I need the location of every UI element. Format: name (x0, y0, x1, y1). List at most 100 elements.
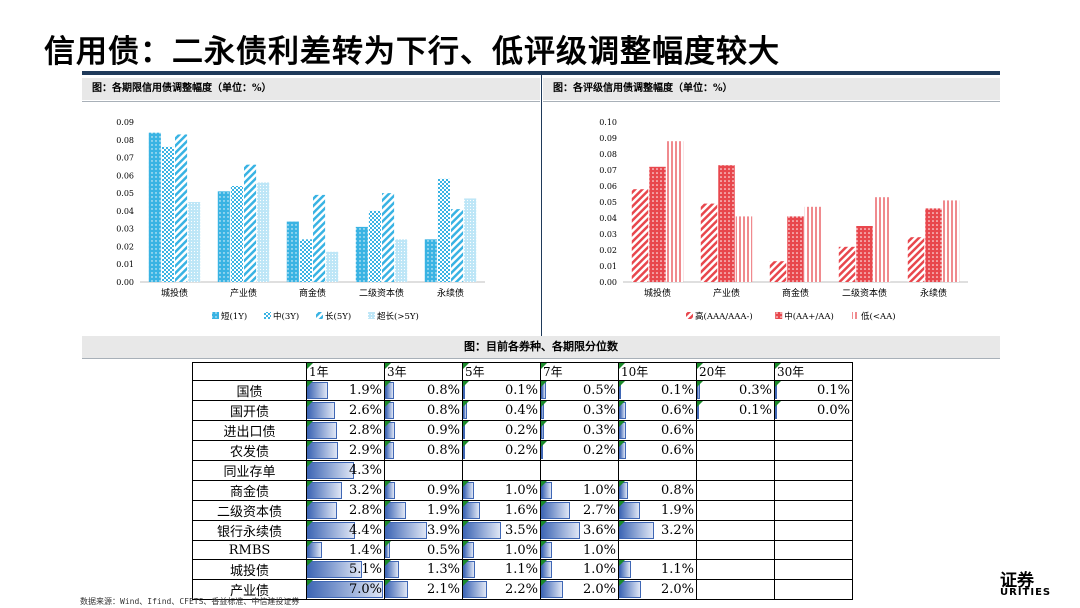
table-cell: 2.7% (540, 500, 619, 522)
cell-value: 0.5% (582, 383, 616, 399)
y-tick-label: 0.00 (116, 278, 134, 287)
table-cell (696, 420, 775, 442)
bar-0-0 (148, 132, 161, 282)
column-header: 20年 (696, 361, 775, 382)
row-header: 商金债 (192, 480, 307, 502)
cell-value: 1.9% (426, 503, 460, 519)
y-tick-label: 0.06 (599, 182, 617, 191)
cell-value: 2.8% (348, 423, 382, 439)
table-title-underline (82, 358, 1000, 359)
table-row: 国开债 2.6% 0.8% 0.4% 0.3% 0.6% 0.1% 0.0% (192, 400, 853, 422)
legend-label: 低(<AA) (861, 311, 896, 322)
y-tick-label: 0.02 (599, 246, 617, 255)
x-tick-label: 二级资本债 (842, 287, 887, 299)
left-chart-title: 图：各期限信用债调整幅度（单位：%） (82, 78, 540, 100)
bar-2-4 (451, 209, 464, 282)
table-cell (774, 440, 853, 462)
bar-2-0 (666, 141, 684, 282)
table-row: 同业存单 4.3% (192, 460, 853, 482)
table-cell: 1.9% (306, 380, 385, 402)
y-tick-label: 0.09 (599, 134, 617, 143)
table-cell: 3.2% (618, 520, 697, 542)
table-cell: 2.2% (462, 578, 541, 600)
cell-data-bar (307, 560, 363, 578)
cell-value: 0.9% (426, 483, 460, 499)
table-cell: 1.0% (540, 480, 619, 502)
cell-value: 2.1% (426, 581, 460, 597)
bar-1-0 (161, 146, 174, 282)
x-tick-label: 永续债 (920, 287, 947, 299)
table-cell: 0.9% (384, 480, 463, 502)
cell-value: 3.2% (660, 523, 694, 539)
x-tick-label: 二级资本债 (359, 287, 404, 299)
cell-comment-marker (619, 401, 625, 408)
table-cell (774, 480, 853, 502)
table-cell: 0.5% (384, 540, 463, 560)
cell-comment-marker (619, 441, 625, 448)
cell-value: 0.3% (582, 403, 616, 419)
column-header: 7年 (540, 361, 619, 382)
cell-value: 1.0% (504, 483, 538, 499)
cell-comment-marker (541, 501, 547, 508)
table-row: 农发债 2.9% 0.8% 0.2% 0.2% 0.6% (192, 440, 853, 462)
cell-data-bar (307, 522, 355, 540)
table-cell: 0.4% (462, 400, 541, 422)
table-cell: 1.0% (540, 540, 619, 560)
table-cell: 3.2% (306, 480, 385, 502)
cell-comment-marker (463, 579, 469, 586)
table-cell (774, 420, 853, 442)
cell-comment-marker (307, 481, 313, 488)
y-tick-label: 0.05 (599, 198, 617, 207)
table-cell (774, 500, 853, 522)
bar-3-0 (188, 202, 201, 282)
cell-comment-marker (463, 481, 469, 488)
table-cell: 0.3% (540, 400, 619, 422)
table-cell (774, 520, 853, 542)
y-tick-label: 0.04 (599, 214, 617, 223)
column-header: 1年 (306, 361, 385, 382)
table-row: 商金债 3.2% 0.9% 1.0% 1.0% 0.8% (192, 480, 853, 502)
cell-value: 0.2% (504, 423, 538, 439)
cell-comment-marker (619, 421, 625, 428)
x-tick-label: 产业债 (713, 287, 740, 299)
cell-comment-marker (385, 401, 391, 408)
bar-0-2 (769, 261, 787, 282)
brand-logo-sub: URITIES (1000, 587, 1052, 598)
cell-comment-marker (541, 521, 547, 528)
row-header: 进出口债 (192, 420, 307, 442)
cell-comment-marker (463, 541, 469, 548)
cell-comment-marker (385, 541, 391, 548)
y-tick-label: 0.09 (116, 118, 134, 127)
x-tick-label: 商金债 (299, 287, 326, 299)
table-cell: 0.1% (462, 380, 541, 402)
y-tick-label: 0.08 (599, 150, 617, 159)
table-cell: 4.3% (306, 460, 385, 482)
y-tick-label: 0.03 (599, 230, 617, 239)
cell-value: 1.1% (660, 561, 694, 577)
cell-data-bar (307, 402, 336, 420)
right-chart-title: 图：各评级信用债调整幅度（单位：%） (543, 78, 1000, 100)
cell-comment-marker (697, 381, 703, 388)
cell-data-bar (619, 522, 654, 540)
cell-comment-marker (541, 421, 547, 428)
cell-value: 1.9% (660, 503, 694, 519)
table-cell (696, 540, 775, 560)
row-header: 二级资本债 (192, 500, 307, 522)
left-title-underline (82, 101, 540, 102)
cell-comment-marker (463, 441, 469, 448)
cell-comment-marker (619, 481, 625, 488)
table-cell: 7.0% (306, 578, 385, 600)
cell-value: 0.6% (660, 403, 694, 419)
row-header: 银行永续债 (192, 520, 307, 542)
cell-value: 1.1% (504, 561, 538, 577)
cell-comment-marker (697, 363, 703, 369)
cell-value: 2.6% (348, 403, 382, 419)
cell-comment-marker (541, 441, 547, 448)
cell-data-bar (541, 502, 571, 520)
table-cell (774, 460, 853, 482)
cell-comment-marker (619, 381, 625, 388)
table-cell: 0.6% (618, 420, 697, 442)
table-row: 国债 1.9% 0.8% 0.1% 0.5% 0.1% 0.3% 0.1% (192, 380, 853, 402)
legend-label: 超长(>5Y) (377, 311, 419, 322)
bar-0-0 (631, 189, 649, 282)
